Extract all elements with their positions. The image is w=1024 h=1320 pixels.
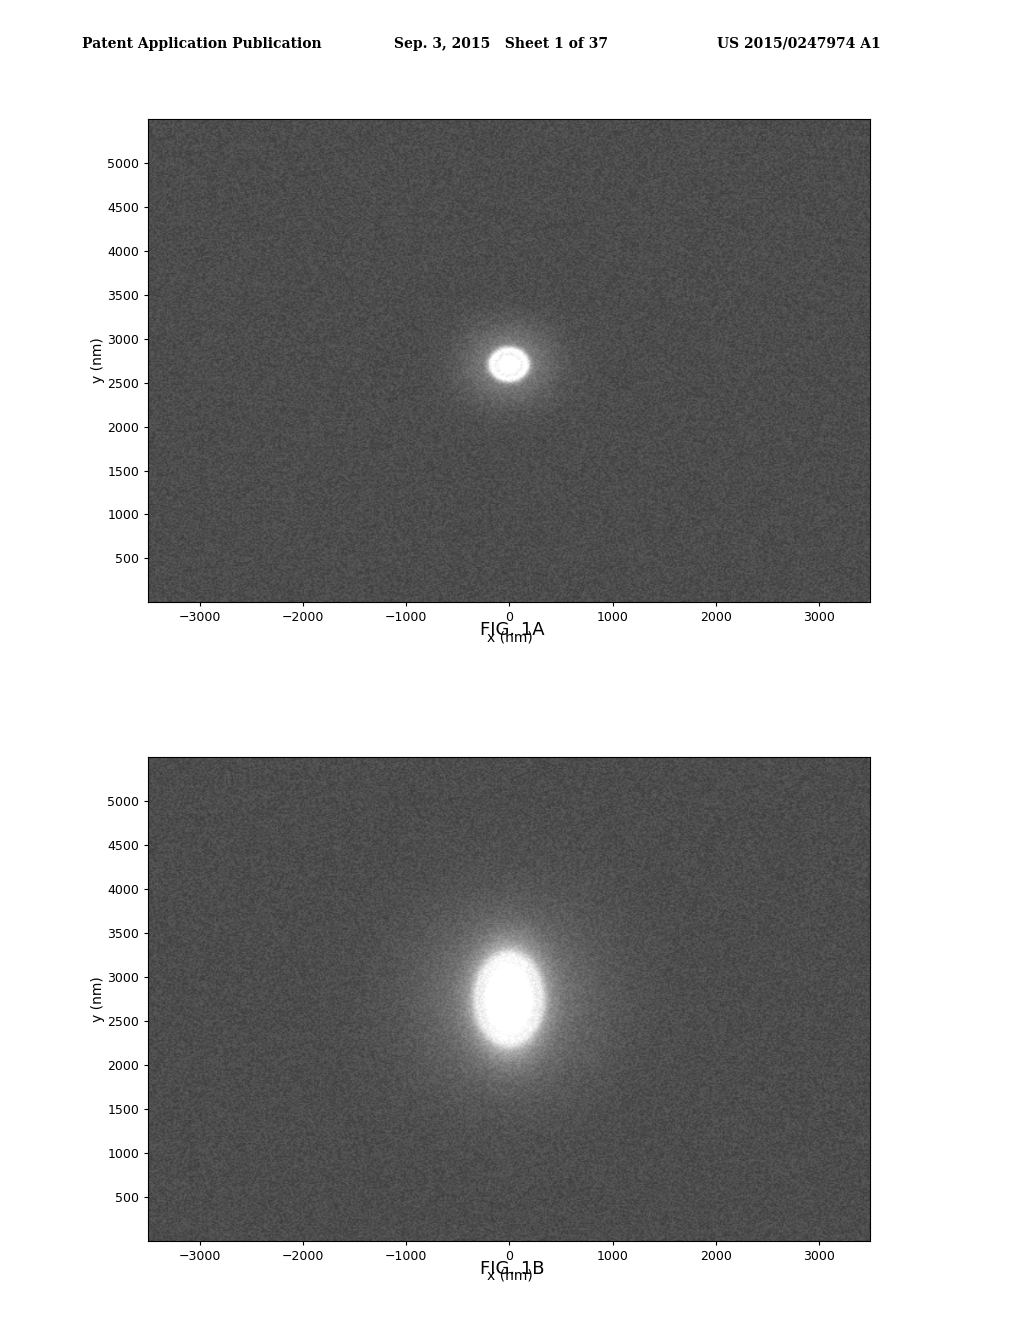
X-axis label: x (nm): x (nm)	[486, 1269, 532, 1283]
Text: FIG. 1A: FIG. 1A	[479, 622, 545, 639]
Text: US 2015/0247974 A1: US 2015/0247974 A1	[717, 37, 881, 50]
Text: FIG. 1B: FIG. 1B	[480, 1259, 544, 1278]
Y-axis label: y (nm): y (nm)	[91, 338, 104, 384]
Text: Sep. 3, 2015   Sheet 1 of 37: Sep. 3, 2015 Sheet 1 of 37	[394, 37, 608, 50]
Y-axis label: y (nm): y (nm)	[91, 975, 104, 1022]
Text: Patent Application Publication: Patent Application Publication	[82, 37, 322, 50]
X-axis label: x (nm): x (nm)	[486, 630, 532, 644]
